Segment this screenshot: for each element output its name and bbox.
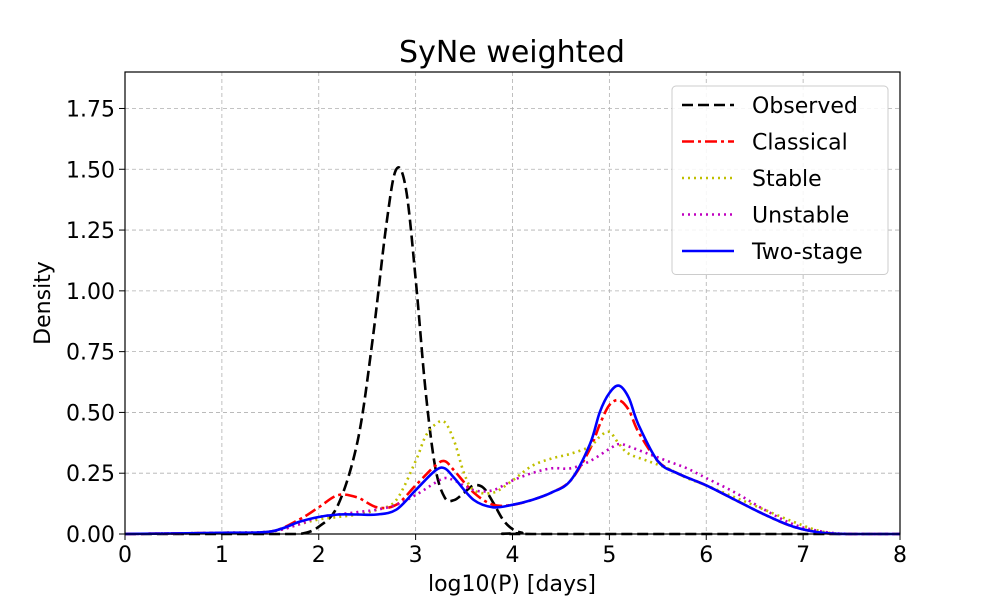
- x-tick-label: 2: [312, 543, 326, 568]
- legend-label-two-stage: Two-stage: [751, 240, 863, 265]
- legend-label-unstable: Unstable: [752, 204, 849, 229]
- plot-series: [124, 166, 900, 536]
- legend-label-stable: Stable: [752, 167, 822, 192]
- axis-ticks: 0 1 2 3 4 5 6 7 8 0.00 0.25 0.50 0.75 1.00 1.25 1.50 1.7…: [66, 97, 907, 568]
- y-tick-label: 1.25: [66, 219, 115, 244]
- x-tick-label: 3: [409, 543, 423, 568]
- legend: Observed Classical Stable Unstable Two-stage: [671, 85, 889, 275]
- y-tick-label: 0.25: [66, 462, 115, 487]
- legend-label-classical: Classical: [752, 131, 848, 156]
- x-tick-label: 8: [893, 543, 907, 568]
- x-tick-label: 5: [602, 543, 616, 568]
- x-tick-label: 6: [699, 543, 713, 568]
- x-tick-label: 1: [215, 543, 229, 568]
- x-axis-label: log10(P) [days]: [428, 572, 596, 597]
- series-line-observed: [124, 166, 900, 536]
- y-axis-label: Density: [31, 261, 56, 345]
- legend-box: [671, 85, 889, 275]
- x-tick-label: 0: [118, 543, 132, 568]
- x-tick-label: 4: [506, 543, 520, 568]
- y-tick-label: 1.00: [66, 280, 115, 305]
- y-tick-label: 0.75: [66, 341, 115, 366]
- legend-label-observed: Observed: [752, 94, 858, 119]
- y-tick-label: 0.00: [66, 523, 115, 548]
- y-tick-label: 1.75: [66, 97, 115, 122]
- chart-title: SyNe weighted: [399, 35, 625, 70]
- y-tick-label: 0.50: [66, 401, 115, 426]
- series-line-two-stage: [124, 384, 900, 536]
- y-tick-label: 1.50: [66, 158, 115, 183]
- x-tick-label: 7: [796, 543, 810, 568]
